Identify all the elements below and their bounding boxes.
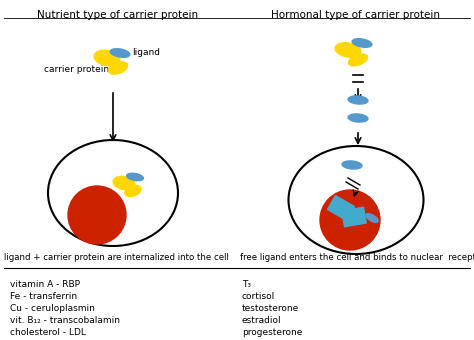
Bar <box>342 207 366 227</box>
Text: carrier protein: carrier protein <box>44 65 109 74</box>
Text: ligand + carrier protein are internalized into the cell: ligand + carrier protein are internalize… <box>4 253 229 262</box>
Text: free ligand enters the cell and binds to nuclear  receptor: free ligand enters the cell and binds to… <box>240 253 474 262</box>
Text: Nutrient type of carrier protein: Nutrient type of carrier protein <box>37 10 199 20</box>
Text: vit. B₁₂ - transcobalamin: vit. B₁₂ - transcobalamin <box>10 316 120 325</box>
Bar <box>328 195 355 220</box>
Text: Cu - ceruloplasmin: Cu - ceruloplasmin <box>10 304 95 313</box>
Text: vitamin A - RBP: vitamin A - RBP <box>10 280 80 289</box>
Ellipse shape <box>127 173 144 181</box>
Ellipse shape <box>348 96 368 104</box>
Ellipse shape <box>109 62 128 74</box>
Ellipse shape <box>125 186 141 197</box>
Text: cholesterol - LDL: cholesterol - LDL <box>10 328 86 337</box>
Ellipse shape <box>110 49 130 57</box>
Ellipse shape <box>352 39 372 47</box>
Ellipse shape <box>94 50 120 66</box>
Text: cortisol: cortisol <box>242 292 275 301</box>
Text: progesterone: progesterone <box>242 328 302 337</box>
Text: ligand: ligand <box>132 48 160 57</box>
Ellipse shape <box>335 43 361 57</box>
Ellipse shape <box>348 54 367 66</box>
Circle shape <box>68 186 126 244</box>
Ellipse shape <box>366 214 378 222</box>
Ellipse shape <box>348 114 368 122</box>
Circle shape <box>320 190 380 250</box>
Ellipse shape <box>113 176 135 190</box>
Text: Fe - transferrin: Fe - transferrin <box>10 292 77 301</box>
Ellipse shape <box>342 161 362 169</box>
Text: Hormonal type of carrier protein: Hormonal type of carrier protein <box>272 10 440 20</box>
Text: testosterone: testosterone <box>242 304 299 313</box>
Text: T₃: T₃ <box>242 280 251 289</box>
Text: estradiol: estradiol <box>242 316 282 325</box>
